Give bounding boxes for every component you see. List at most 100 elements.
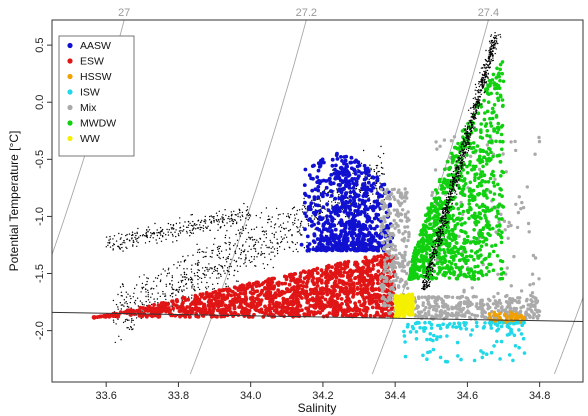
data-point bbox=[365, 272, 370, 276]
data-point bbox=[311, 176, 315, 181]
data-point bbox=[454, 276, 459, 281]
data-point bbox=[223, 303, 228, 308]
data-point bbox=[156, 298, 159, 300]
data-point bbox=[456, 307, 460, 311]
data-point bbox=[205, 226, 207, 228]
data-point bbox=[121, 246, 123, 249]
data-point bbox=[191, 213, 193, 216]
data-point bbox=[261, 226, 263, 228]
data-point bbox=[347, 185, 352, 190]
data-point bbox=[196, 224, 198, 226]
data-point bbox=[325, 192, 330, 197]
data-point bbox=[341, 208, 344, 210]
data-point bbox=[238, 257, 240, 259]
data-point bbox=[467, 315, 472, 320]
data-point bbox=[161, 229, 163, 232]
data-point bbox=[264, 256, 266, 258]
data-point bbox=[366, 291, 371, 296]
data-point bbox=[379, 216, 383, 221]
data-point bbox=[447, 166, 452, 170]
data-point bbox=[442, 251, 447, 255]
data-point bbox=[121, 295, 124, 297]
data-point bbox=[452, 272, 456, 277]
data-point bbox=[143, 274, 145, 276]
data-point bbox=[468, 240, 473, 245]
data-point bbox=[485, 129, 490, 133]
data-point bbox=[203, 220, 205, 223]
data-point bbox=[491, 249, 496, 254]
data-point bbox=[485, 266, 489, 270]
data-point bbox=[151, 287, 153, 289]
data-point bbox=[265, 233, 268, 235]
data-point bbox=[228, 271, 230, 273]
data-point bbox=[226, 222, 228, 224]
data-point bbox=[193, 293, 198, 298]
data-point bbox=[287, 215, 290, 217]
data-point bbox=[245, 217, 247, 219]
data-point bbox=[407, 234, 411, 239]
data-point bbox=[244, 297, 249, 301]
data-point bbox=[208, 310, 213, 315]
data-point bbox=[175, 305, 180, 310]
data-point bbox=[320, 280, 324, 285]
data-point bbox=[240, 219, 242, 221]
data-point bbox=[240, 258, 242, 260]
data-point bbox=[360, 244, 365, 248]
data-point bbox=[120, 291, 123, 293]
data-point bbox=[199, 228, 201, 231]
data-point bbox=[352, 197, 356, 201]
data-point bbox=[250, 228, 253, 231]
data-point bbox=[167, 234, 170, 236]
data-point bbox=[478, 211, 483, 216]
data-point bbox=[493, 243, 498, 247]
data-point bbox=[211, 272, 214, 274]
data-point bbox=[271, 294, 276, 298]
data-point bbox=[237, 270, 239, 273]
data-point bbox=[181, 276, 184, 278]
data-point bbox=[462, 177, 467, 181]
data-point bbox=[133, 292, 135, 294]
data-point bbox=[338, 248, 343, 253]
data-point bbox=[425, 251, 429, 256]
data-point bbox=[513, 139, 517, 144]
data-point bbox=[447, 229, 451, 234]
data-point bbox=[303, 227, 307, 232]
data-point bbox=[377, 194, 381, 199]
data-point bbox=[197, 283, 199, 285]
data-point bbox=[468, 160, 472, 164]
data-point bbox=[204, 266, 207, 269]
data-point bbox=[201, 250, 203, 253]
data-point bbox=[276, 252, 279, 255]
data-point bbox=[496, 272, 500, 276]
data-point bbox=[213, 243, 215, 245]
data-point bbox=[397, 188, 401, 192]
data-point bbox=[334, 163, 338, 168]
data-point bbox=[418, 310, 423, 314]
data-point bbox=[485, 143, 490, 147]
data-point bbox=[387, 243, 391, 248]
data-point bbox=[516, 210, 521, 215]
data-point bbox=[349, 312, 353, 317]
data-point bbox=[312, 305, 317, 310]
data-point bbox=[349, 160, 354, 165]
data-point bbox=[427, 310, 431, 314]
data-point bbox=[418, 314, 422, 318]
data-point bbox=[137, 227, 139, 230]
data-point bbox=[454, 241, 459, 245]
data-point bbox=[355, 164, 360, 169]
data-point bbox=[410, 303, 415, 308]
data-point bbox=[296, 310, 300, 315]
data-point bbox=[190, 297, 193, 299]
data-point bbox=[277, 311, 281, 315]
data-point bbox=[372, 314, 377, 319]
data-point bbox=[331, 306, 336, 311]
data-point bbox=[119, 238, 122, 240]
data-point bbox=[262, 230, 265, 232]
data-point bbox=[164, 270, 166, 272]
data-point bbox=[203, 273, 205, 275]
data-point bbox=[196, 243, 198, 245]
data-point bbox=[115, 240, 118, 242]
data-point bbox=[142, 286, 145, 288]
data-point bbox=[213, 270, 215, 273]
data-point bbox=[213, 219, 215, 222]
